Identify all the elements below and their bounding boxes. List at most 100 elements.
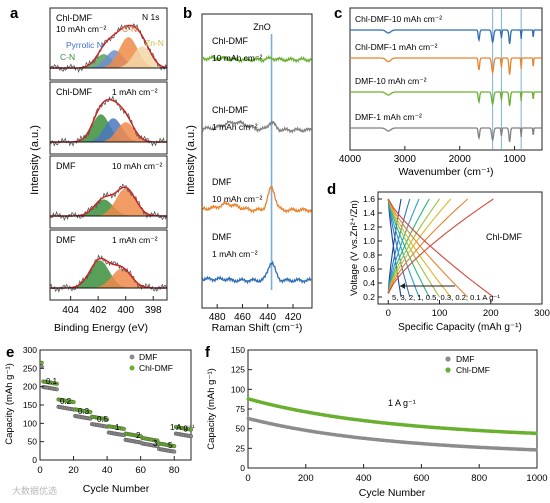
a-series-sublabel-3: 1 mAh cm⁻² [112,235,158,245]
a-y-axis-label: Intensity (a.u.) [29,125,41,195]
f-x-tick-label: 0 [245,473,250,484]
d-y-tick-label: 0.8 [363,250,375,260]
b-series-sublabel-2: 10 mAh cm⁻² [212,194,262,204]
f-point-chl [534,431,538,436]
e-y-tick-label: 250 [23,363,37,373]
d-plot-frame [377,191,543,305]
d-y-tick-label: 0.2 [363,292,375,302]
e-rate-label: 0.1 [46,377,58,386]
f-x-tick-label: 1000 [526,473,547,484]
a-component-1-2 [50,122,167,142]
b-series-sublabel-3: 1 mAh cm⁻² [212,249,258,259]
e-x-tick-label: 60 [135,465,146,476]
a-x-tick-label: 402 [90,305,107,316]
e-x-tick-label: 80 [169,465,180,476]
e-x-tick-label: 20 [68,465,79,476]
a-series-label-3: DMF [56,235,76,245]
a-series-label-0: Chl-DMF [56,13,92,23]
panel-label-e: e [6,344,14,361]
f-x-tick-label: 200 [298,473,314,484]
d-discharge-curve-7 [387,198,494,298]
ftir-panel: Chl-DMF-10 mAh cm⁻² Chl-DMF-1 mAh cm⁻² DMF… [339,7,543,178]
panel-label-c: c [334,5,342,22]
a-series-sublabel-2: 10 mAh cm⁻² [112,161,162,171]
e-point-dmf [39,364,44,369]
a-peak-label-pyrrolic: Pyrrolic N [66,40,103,50]
a-x-tick-label: 398 [145,305,162,316]
f-x-tick-label: 400 [356,473,372,484]
f-legend-marker-dmf [445,356,451,362]
b-plot-frame [201,13,313,309]
e-point-dmf [54,387,59,392]
c-x-tick-label: 1000 [503,154,526,165]
c-series-label-0: Chl-DMF-10 mAh cm⁻² [355,14,442,24]
a-peak-label-cn-orange: C-N [122,24,137,34]
a-series-label-2: DMF [56,161,76,171]
e-y-tick-label: 200 [23,382,37,392]
e-legend-label-chl: Chl-DMF [139,363,173,373]
b-series-line-3 [201,260,312,285]
d-y-tick-label: 1.2 [363,222,375,232]
e-point-chl [39,360,44,365]
f-y-tick-label: 150 [231,345,245,355]
e-y-tick-label: 0 [32,455,37,465]
gcd-panel: 0.2 0.4 0.6 0.8 1.0 1.2 1.4 1.6 0 100 200 300 Chl-D… [349,191,550,333]
a-x-axis-label: Binding Energy (eV) [54,322,148,334]
e-point-chl [121,426,126,431]
e-point-chl [188,427,194,432]
f-annotation: 1 A g⁻¹ [388,398,416,408]
c-series-label-1: Chl-DMF-1 mAh cm⁻² [355,42,438,52]
d-discharge-curve-1 [387,198,411,298]
c-x-tick-label: 2000 [449,154,472,165]
e-legend-marker-dmf [129,354,135,360]
d-y-tick-label: 1.0 [363,236,375,246]
a-peak-label-cn-green: C-N [60,52,75,62]
a-peak-label-n1s: N 1s [142,12,159,22]
a-component-1-1 [50,118,167,142]
e-point-chl [88,409,93,415]
b-y-axis-label: Intensity (a.u.) [185,125,197,195]
a-series-sublabel-1: 1 mAh cm⁻² [112,87,158,97]
e-legend-label-dmf: DMF [139,352,157,362]
d-y-tick-label: 0.6 [363,264,375,274]
d-charge-curve-3 [387,198,430,294]
d-x-tick-label: 0 [386,308,391,319]
b-series-line-0 [201,54,312,64]
c-series-line-2 [350,91,542,106]
e-rate-label: 0.5 [97,415,109,424]
c-x-axis-label: Wavenumber (cm⁻¹) [399,166,494,178]
b-x-tick-label: 460 [234,312,251,323]
f-y-tick-label: 50 [236,424,246,434]
a-series-sublabel-0: 10 mAh cm⁻² [56,24,106,34]
a-component-2-0 [50,199,167,216]
d-discharge-curve-4 [387,198,440,298]
b-x-axis-label: Raman Shift (cm⁻¹) [212,322,303,334]
e-y-axis-label: Capacity (mAh g⁻¹) [4,363,15,445]
e-legend-marker-chl [129,365,135,371]
f-y-tick-label: 75 [236,404,246,414]
b-series-label-3: DMF [212,232,232,242]
c-plot-frame [349,7,543,151]
e-rate-label: 0.2 [60,397,72,406]
b-x-tick-label: 420 [285,312,302,323]
d-y-tick-label: 0.4 [363,278,375,288]
e-point-dmf [188,434,194,439]
e-x-tick-label: 40 [102,465,113,476]
a-x-tick-label: 404 [62,305,79,316]
d-x-axis-label: Specific Capacity (mAh g⁻¹) [398,322,522,333]
a-box-3 [49,229,168,301]
a-component-0-1 [50,50,167,68]
f-x-tick-label: 600 [413,473,429,484]
c-series-label-3: DMF-1 mAh cm⁻² [355,112,422,122]
e-y-tick-label: 100 [23,418,37,428]
f-y-tick-label: 0 [240,463,245,473]
f-y-tick-label: 125 [231,365,245,375]
b-series-sublabel-0: 10 mAh cm⁻² [212,53,262,63]
e-y-tick-label: 300 [23,345,37,355]
a-box-1 [49,81,168,155]
d-charge-curve-5 [387,198,452,294]
c-series-label-2: DMF-10 mAh cm⁻² [355,76,427,86]
